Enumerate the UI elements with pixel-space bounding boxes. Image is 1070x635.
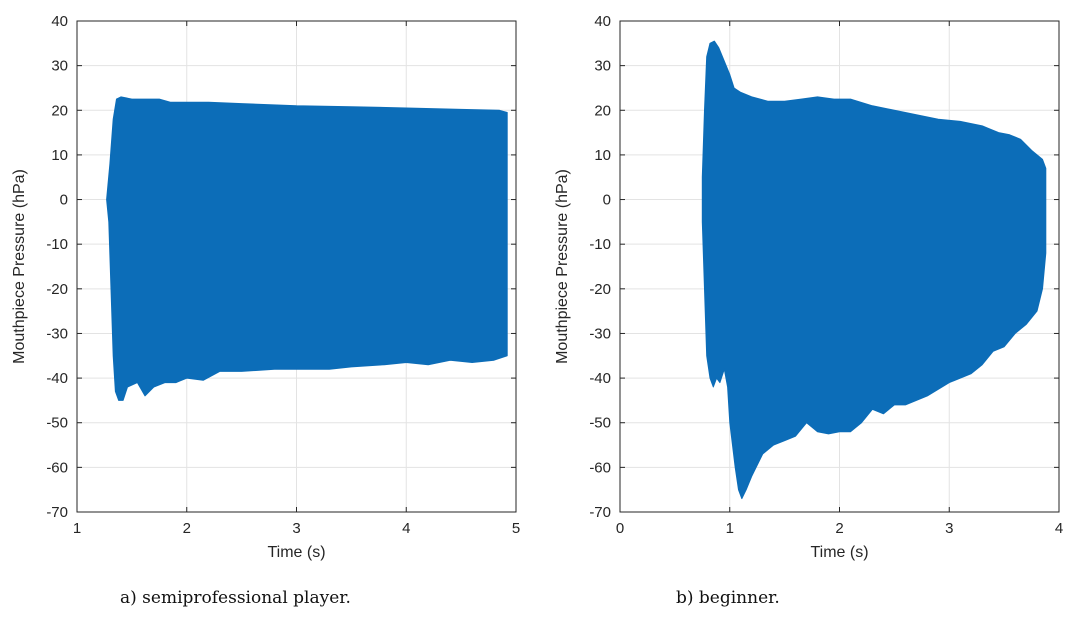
y-tick-label: -70 [46, 504, 68, 521]
y-tick-label: 10 [594, 147, 611, 164]
y-tick-label: -60 [46, 459, 68, 476]
caption-b: b) beginner. [676, 588, 780, 608]
y-tick-label: 20 [594, 102, 611, 119]
y-tick-label: 20 [51, 102, 68, 119]
y-axis-label: Mouthpiece Pressure (hPa) [554, 169, 571, 364]
x-tick-label: 1 [73, 520, 81, 537]
y-tick-label: -40 [46, 370, 68, 387]
x-tick-label: 4 [1055, 520, 1063, 537]
x-tick-label: 4 [402, 520, 410, 537]
y-tick-label: -70 [589, 504, 611, 521]
y-tick-label: -50 [46, 415, 68, 432]
y-tick-label: -10 [589, 236, 611, 253]
y-tick-label: 10 [51, 147, 68, 164]
y-tick-label: 40 [51, 13, 68, 30]
x-tick-label: 5 [512, 520, 520, 537]
chart-b: 0 1 2 3 4 40 30 20 10 0 -10 -20 -30 -40 -50 -60 -70 Time … [554, 13, 1063, 561]
caption-a: a) semiprofessional player. [120, 588, 351, 608]
y-tick-label: 40 [594, 13, 611, 30]
y-tick-label: 0 [603, 192, 611, 209]
y-tick-label: 30 [51, 58, 68, 75]
y-tick-label: -60 [589, 459, 611, 476]
y-tick-label: -20 [46, 281, 68, 298]
pressure-signal-area [701, 40, 1047, 500]
x-tick-label: 3 [945, 520, 953, 537]
x-tick-label: 0 [616, 520, 624, 537]
chart-a: 1 2 3 4 5 40 30 20 10 0 -10 -20 -30 -40 -50 -60 -70 Time … [11, 13, 520, 561]
x-axis-label: Time (s) [810, 544, 868, 561]
y-tick-label: -20 [589, 281, 611, 298]
x-tick-label: 2 [183, 520, 191, 537]
y-tick-label: -40 [589, 370, 611, 387]
y-axis-label: Mouthpiece Pressure (hPa) [11, 169, 28, 364]
y-tick-label: 30 [594, 58, 611, 75]
y-tick-label: -30 [46, 325, 68, 342]
y-tick-label: -50 [589, 415, 611, 432]
x-tick-label: 2 [835, 520, 843, 537]
x-tick-label: 3 [292, 520, 300, 537]
y-tick-label: -10 [46, 236, 68, 253]
pressure-signal-area [106, 96, 508, 401]
y-tick-label: 0 [60, 192, 68, 209]
x-axis-label: Time (s) [267, 544, 325, 561]
x-tick-label: 1 [726, 520, 734, 537]
y-tick-label: -30 [589, 325, 611, 342]
